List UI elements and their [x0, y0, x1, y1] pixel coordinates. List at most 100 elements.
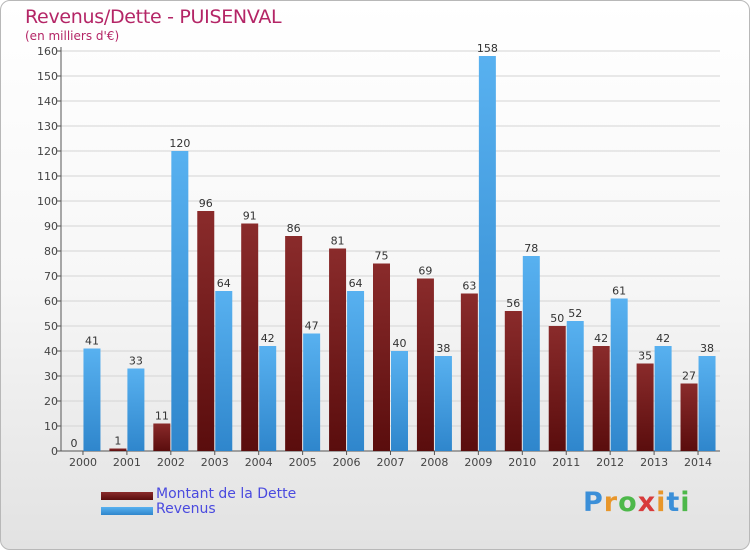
y-tick-label: 0: [51, 445, 58, 458]
data-label-dette: 50: [550, 312, 564, 325]
bar-dette: [636, 363, 654, 451]
y-tick-label: 30: [44, 370, 58, 383]
data-label-dette: 69: [418, 265, 432, 278]
bar-revenus: [347, 291, 365, 451]
legend-swatch-dette: [101, 492, 153, 500]
bar-dette: [592, 346, 610, 451]
data-label-dette: 0: [70, 437, 77, 450]
y-tick-label: 80: [44, 245, 58, 258]
bar-dette: [548, 326, 566, 451]
bar-dette: [109, 448, 127, 451]
data-label-revenus: 38: [700, 342, 714, 355]
y-tick-label: 130: [37, 120, 58, 133]
data-label-dette: 27: [682, 370, 696, 383]
labels: 0102030405060708090100110120130140150160…: [37, 42, 714, 469]
bar-revenus: [171, 151, 189, 451]
x-tick-label: 2000: [69, 456, 97, 469]
data-label-dette: 11: [155, 410, 169, 423]
y-tick-label: 140: [37, 95, 58, 108]
data-label-dette: 96: [199, 197, 213, 210]
bar-revenus: [215, 291, 233, 451]
data-label-revenus: 52: [568, 307, 582, 320]
data-label-dette: 1: [114, 435, 121, 448]
bars: [83, 56, 716, 451]
y-tick-label: 110: [37, 170, 58, 183]
bar-revenus: [303, 333, 321, 451]
bar-revenus: [434, 356, 452, 451]
y-tick-label: 40: [44, 345, 58, 358]
chart-subtitle: (en milliers d'€): [25, 29, 120, 43]
data-label-dette: 35: [638, 350, 652, 363]
data-label-revenus: 158: [477, 42, 498, 55]
y-tick-label: 120: [37, 145, 58, 158]
x-tick-label: 2008: [420, 456, 448, 469]
legend-swatch-revenus: [101, 507, 153, 515]
bar-dette: [153, 423, 171, 451]
logo-letter: r: [603, 487, 619, 518]
proxiti-logo: Proxiti: [583, 487, 691, 518]
x-tick-label: 2010: [508, 456, 536, 469]
bar-revenus: [610, 298, 628, 451]
x-tick-label: 2003: [201, 456, 229, 469]
data-label-revenus: 42: [261, 332, 275, 345]
data-label-dette: 63: [462, 280, 476, 293]
logo-letter: x: [637, 487, 657, 518]
data-label-revenus: 38: [436, 342, 450, 355]
logo-letter: t: [666, 487, 681, 518]
bar-revenus: [654, 346, 672, 451]
data-label-revenus: 42: [656, 332, 670, 345]
bar-revenus: [566, 321, 584, 451]
data-label-revenus: 61: [612, 285, 626, 298]
bar-revenus: [127, 368, 145, 451]
data-label-revenus: 41: [85, 335, 99, 348]
bar-revenus: [698, 356, 716, 451]
data-label-revenus: 47: [305, 320, 319, 333]
bar-dette: [504, 311, 522, 451]
x-tick-label: 2005: [289, 456, 317, 469]
logo-letter: i: [680, 487, 691, 518]
y-tick-label: 60: [44, 295, 58, 308]
x-tick-label: 2006: [333, 456, 361, 469]
legend-label-dette: Montant de la Dette: [156, 486, 297, 502]
data-label-dette: 56: [506, 297, 520, 310]
x-tick-label: 2007: [377, 456, 405, 469]
data-label-revenus: 40: [393, 337, 407, 350]
y-tick-label: 90: [44, 220, 58, 233]
logo-letter: P: [583, 487, 604, 518]
x-tick-label: 2001: [113, 456, 141, 469]
data-label-revenus: 64: [349, 277, 363, 290]
bar-dette: [373, 263, 390, 451]
data-label-dette: 91: [243, 210, 257, 223]
bar-dette: [416, 278, 434, 451]
y-tick-label: 150: [37, 70, 58, 83]
bar-dette: [241, 223, 259, 451]
data-label-dette: 81: [331, 235, 345, 248]
x-tick-label: 2011: [552, 456, 580, 469]
bar-revenus: [83, 348, 101, 451]
bar-dette: [460, 293, 478, 451]
y-tick-label: 10: [44, 420, 58, 433]
data-label-revenus: 33: [129, 355, 143, 368]
data-label-dette: 86: [287, 222, 301, 235]
data-label-revenus: 78: [524, 242, 538, 255]
bar-revenus: [391, 351, 408, 451]
x-tick-label: 2009: [464, 456, 492, 469]
axes: [57, 47, 720, 455]
y-tick-label: 160: [37, 45, 58, 58]
x-tick-label: 2013: [640, 456, 668, 469]
bar-revenus: [478, 56, 496, 451]
x-tick-label: 2004: [245, 456, 273, 469]
legend-label-revenus: Revenus: [156, 501, 216, 517]
grid-lines: [61, 50, 720, 452]
x-tick-label: 2014: [684, 456, 712, 469]
logo-letter: o: [618, 487, 638, 518]
bar-revenus: [259, 346, 277, 451]
bar-revenus: [522, 256, 540, 451]
bar-dette: [329, 248, 347, 451]
y-tick-label: 50: [44, 320, 58, 333]
data-label-dette: 75: [375, 250, 389, 263]
logo-letter: i: [656, 487, 667, 518]
bar-dette: [680, 383, 698, 451]
